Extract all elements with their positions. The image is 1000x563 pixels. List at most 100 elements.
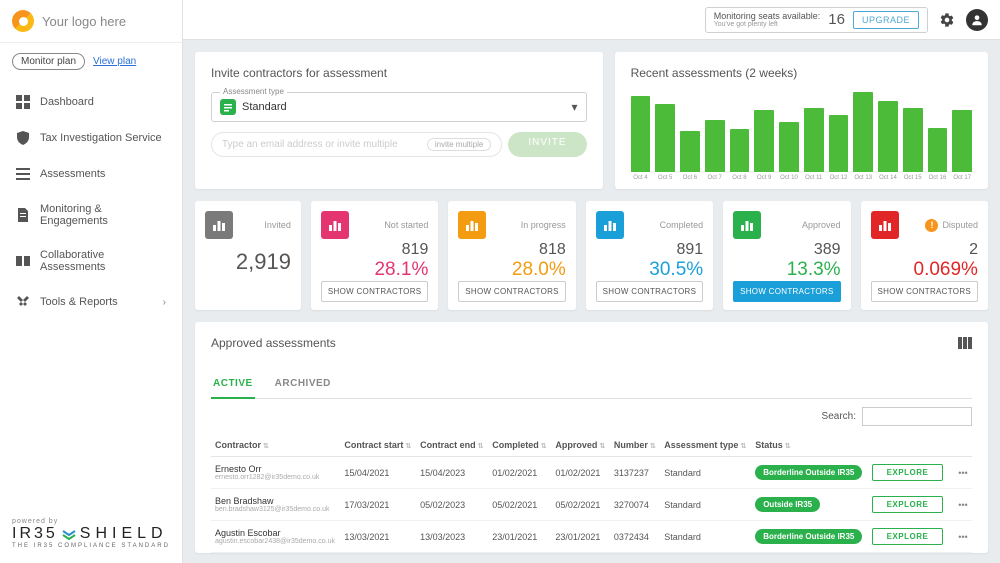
chart-bar[interactable]: [631, 96, 651, 172]
search-input[interactable]: [862, 407, 972, 426]
stat-value: 2: [871, 241, 978, 259]
show-contractors-button[interactable]: SHOW CONTRACTORS: [458, 281, 565, 302]
explore-button[interactable]: EXPLORE: [872, 496, 944, 513]
table-row: Ben Bradshawben.bradshaw3125@ir35demo.co…: [211, 489, 972, 521]
stat-value: 819: [321, 241, 428, 259]
chart-bar[interactable]: [779, 122, 799, 172]
cell-start: 13/03/2021: [340, 521, 416, 553]
tab-active[interactable]: ACTIVE: [211, 370, 255, 399]
assessment-type-select[interactable]: Assessment type Standard ▾: [211, 92, 587, 122]
brand-logo: IR35 SHIELD: [12, 525, 170, 543]
chart-bar[interactable]: [730, 129, 750, 172]
contractor-email: agustin.escobar2438@ir35demo.co.uk: [215, 538, 336, 545]
show-contractors-button[interactable]: SHOW CONTRACTORS: [733, 281, 840, 302]
tab-archived[interactable]: ARCHIVED: [273, 370, 333, 398]
view-plan-link[interactable]: View plan: [93, 56, 136, 67]
assessments-table: Contractor⇅Contract start⇅Contract end⇅C…: [211, 434, 972, 553]
sidebar-item-monitoring-engagements[interactable]: Monitoring & Engagements: [0, 192, 182, 238]
bar-chart-icon: [871, 211, 899, 239]
cell-approved: 05/02/2021: [551, 489, 610, 521]
chart-bar[interactable]: [804, 108, 824, 172]
contractor-email: ben.bradshaw3125@ir35demo.co.uk: [215, 506, 336, 513]
table-header[interactable]: Contractor⇅: [211, 434, 340, 457]
show-contractors-button[interactable]: SHOW CONTRACTORS: [596, 281, 703, 302]
chart-bar-label: Oct 14: [878, 175, 898, 181]
cell-type: Standard: [660, 521, 751, 553]
seats-label: Monitoring seats available:: [714, 11, 821, 21]
status-badge: Borderline Outside IR35: [755, 529, 862, 544]
contractor-email: ernesto.orr1282@ir35demo.co.uk: [215, 474, 336, 481]
cell-start: 17/03/2021: [340, 489, 416, 521]
table-header[interactable]: Status⇅: [751, 434, 867, 457]
stat-percent: 28.1%: [321, 259, 428, 281]
upgrade-button[interactable]: UPGRADE: [853, 11, 919, 29]
stat-label: In progress: [521, 220, 566, 230]
chart-bar[interactable]: [928, 128, 948, 172]
table-header[interactable]: Assessment type⇅: [660, 434, 751, 457]
show-contractors-button[interactable]: SHOW CONTRACTORS: [871, 281, 978, 302]
chart-bar-label: Oct 10: [779, 175, 799, 181]
chart-bar[interactable]: [903, 108, 923, 172]
explore-button[interactable]: EXPLORE: [872, 464, 944, 481]
chart-bar-label: Oct 11: [804, 175, 824, 181]
chart-bar[interactable]: [655, 104, 675, 172]
chart-bar[interactable]: [878, 101, 898, 172]
table-header[interactable]: Approved⇅: [551, 434, 610, 457]
tools-icon: [16, 295, 30, 309]
caret-down-icon: ▾: [572, 100, 578, 114]
stat-value: 818: [458, 241, 565, 259]
invite-email-input[interactable]: Type an email address or invite multiple…: [211, 132, 502, 157]
sidebar-item-tools-reports[interactable]: Tools & Reports›: [0, 284, 182, 320]
chart-bar[interactable]: [829, 115, 849, 172]
table-header[interactable]: [948, 434, 972, 457]
invite-multiple-button[interactable]: invite multiple: [427, 138, 491, 151]
sidebar-item-tax-investigation-service[interactable]: Tax Investigation Service: [0, 120, 182, 156]
row-more-icon[interactable]: •••: [952, 500, 967, 510]
bar-chart-icon: [321, 211, 349, 239]
columns-icon[interactable]: [958, 336, 972, 350]
doc-icon: [16, 208, 30, 222]
table-header[interactable]: [868, 434, 949, 457]
table-row: Ernesto Orrernesto.orr1282@ir35demo.co.u…: [211, 457, 972, 489]
content: Invite contractors for assessment Assess…: [183, 40, 1000, 563]
chart-bar[interactable]: [952, 110, 972, 172]
status-badge: Borderline Outside IR35: [755, 465, 862, 480]
explore-button[interactable]: EXPLORE: [872, 528, 944, 545]
avatar-icon[interactable]: [966, 9, 988, 31]
sidebar-item-collaborative-assessments[interactable]: Collaborative Assessments: [0, 238, 182, 284]
stat-card-inprogress: In progress 81828.0%SHOW CONTRACTORS: [448, 201, 575, 310]
stat-value: 389: [733, 241, 840, 259]
chart-bar[interactable]: [705, 120, 725, 172]
chart-bar-label: Oct 5: [655, 175, 675, 181]
table-header[interactable]: Completed⇅: [488, 434, 551, 457]
table-header[interactable]: Number⇅: [610, 434, 660, 457]
sidebar-item-assessments[interactable]: Assessments: [0, 156, 182, 192]
sidebar-item-dashboard[interactable]: Dashboard: [0, 84, 182, 120]
stat-percent: 28.0%: [458, 259, 565, 281]
chart-bar[interactable]: [680, 131, 700, 172]
table-header[interactable]: Contract end⇅: [416, 434, 488, 457]
stat-card-completed: Completed89130.5%SHOW CONTRACTORS: [586, 201, 713, 310]
assessment-type-value: Standard: [242, 101, 287, 113]
stat-label: Disputed: [942, 220, 978, 230]
chart-bar[interactable]: [754, 110, 774, 172]
table-header[interactable]: Contract start⇅: [340, 434, 416, 457]
bar-chart-icon: [733, 211, 761, 239]
approved-assessments-card: Approved assessments ACTIVE ARCHIVED Sea…: [195, 322, 988, 553]
stat-card-disputed: !Disputed20.069%SHOW CONTRACTORS: [861, 201, 988, 310]
show-contractors-button[interactable]: SHOW CONTRACTORS: [321, 281, 428, 302]
chart-bar-label: Oct 17: [952, 175, 972, 181]
row-more-icon[interactable]: •••: [952, 468, 967, 478]
row-more-icon[interactable]: •••: [952, 532, 967, 542]
plan-pill[interactable]: Monitor plan: [12, 53, 85, 70]
bar-chart-icon: [458, 211, 486, 239]
standard-badge-icon: [220, 99, 236, 115]
settings-icon[interactable]: [936, 9, 958, 31]
plan-row: Monitor plan View plan: [0, 43, 182, 84]
seats-box: Monitoring seats available: You've got p…: [705, 7, 928, 33]
cell-number: 0372434: [610, 521, 660, 553]
stats-row: Invited2,919Not started81928.1%SHOW CONT…: [195, 201, 988, 310]
invite-button[interactable]: INVITE: [508, 132, 586, 157]
cell-end: 13/03/2023: [416, 521, 488, 553]
chart-bar[interactable]: [853, 92, 873, 172]
